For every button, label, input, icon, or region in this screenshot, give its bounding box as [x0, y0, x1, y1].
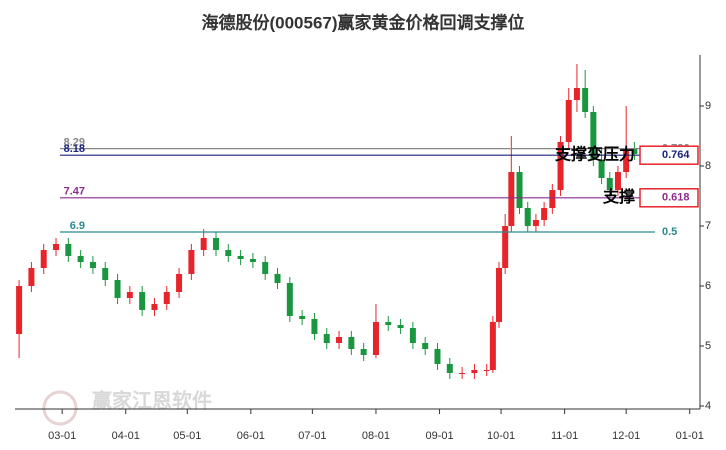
candle-body — [274, 274, 281, 283]
candle-body — [237, 256, 244, 259]
watermark: 赢家江恩软件 — [92, 388, 212, 412]
y-tick-label: 9 — [705, 100, 711, 112]
x-tick-label: 07-01 — [298, 430, 326, 442]
annotation: 支撑变压力 — [554, 144, 635, 163]
y-tick-label: 7 — [705, 220, 711, 232]
x-tick-label: 05-01 — [173, 430, 201, 442]
level-box — [639, 145, 699, 165]
candle-body — [212, 238, 219, 250]
candle-body — [516, 172, 523, 208]
candle-body — [541, 208, 548, 220]
y-tick-label: 8 — [705, 160, 711, 172]
candle-body — [16, 286, 23, 334]
candle-body — [590, 112, 597, 160]
candle-body — [524, 208, 531, 226]
candle-body — [114, 280, 121, 298]
candle-body — [336, 337, 343, 343]
candle-body — [532, 220, 539, 226]
candle-body — [631, 148, 638, 154]
candle-body — [565, 100, 572, 142]
candle-body — [323, 334, 330, 343]
level-price-label: 8.18 — [64, 143, 85, 155]
candle-body — [126, 292, 133, 298]
candle-body — [397, 325, 404, 328]
candle-body — [385, 322, 392, 325]
candle-body — [502, 226, 509, 268]
candle-body — [422, 343, 429, 349]
candle-body — [188, 250, 195, 274]
x-tick-label: 10-01 — [487, 430, 515, 442]
candle-body — [40, 250, 47, 268]
candle-body — [489, 322, 496, 370]
candle-body — [557, 142, 564, 190]
x-tick-label: 09-01 — [425, 430, 453, 442]
candle-body — [459, 373, 466, 374]
level-price-label: 8.29 — [64, 137, 85, 149]
candle-body — [286, 283, 293, 316]
x-tick-label: 03-01 — [48, 430, 76, 442]
y-tick-label: 6 — [705, 280, 711, 292]
x-tick-label: 11-01 — [551, 430, 578, 442]
candle-body — [176, 274, 183, 292]
candle-body — [102, 268, 109, 280]
x-tick-label: 08-01 — [362, 430, 390, 442]
candle-body — [508, 172, 515, 226]
x-tick-label: 04-01 — [112, 430, 140, 442]
watermark-logo — [42, 390, 78, 426]
candle-body — [360, 349, 367, 355]
candle-body — [582, 88, 589, 112]
x-tick-label: 01-01 — [676, 430, 704, 442]
candle-body — [65, 244, 72, 256]
annotation: 支撑 — [602, 187, 635, 206]
y-tick-label: 4 — [705, 400, 711, 412]
candle-body — [77, 256, 84, 262]
candle-body — [225, 250, 232, 256]
candle-body — [139, 292, 146, 310]
level-ratio-label: 0.618 — [662, 192, 690, 204]
candle-body — [151, 304, 158, 310]
level-ratio-label: 0.764 — [662, 149, 690, 161]
candle-body — [434, 349, 441, 364]
candle-body — [262, 262, 269, 274]
candle-body — [28, 268, 35, 286]
level-ratio-label: 0.5 — [662, 226, 677, 238]
candle-body — [549, 190, 556, 208]
y-tick-label: 5 — [705, 340, 711, 352]
candle-body — [614, 172, 621, 190]
candle-body — [606, 178, 613, 190]
x-tick-label: 06-01 — [237, 430, 265, 442]
candle-body — [623, 148, 630, 172]
candle-body — [496, 268, 503, 322]
level-price-label: 6.9 — [70, 220, 85, 232]
candle-body — [573, 88, 580, 100]
candle-body — [446, 364, 453, 373]
candle-body — [249, 259, 256, 262]
candle-body — [299, 316, 306, 319]
x-tick-label: 12-01 — [612, 430, 640, 442]
chart-title: 海德股份(000567)赢家黄金价格回调支撑位 — [201, 12, 524, 32]
candle-body — [348, 337, 355, 349]
level-price-label: 7.47 — [64, 186, 85, 198]
level-box — [639, 188, 699, 208]
candle-body — [483, 370, 490, 371]
candle-body — [89, 262, 96, 268]
candle-body — [53, 244, 60, 250]
candle-body — [471, 370, 478, 373]
candle-body — [372, 322, 379, 355]
candle-body — [200, 238, 207, 250]
candle-body — [598, 160, 605, 178]
candle-body — [311, 319, 318, 334]
candle-body — [409, 328, 416, 343]
candle-body — [163, 292, 170, 304]
